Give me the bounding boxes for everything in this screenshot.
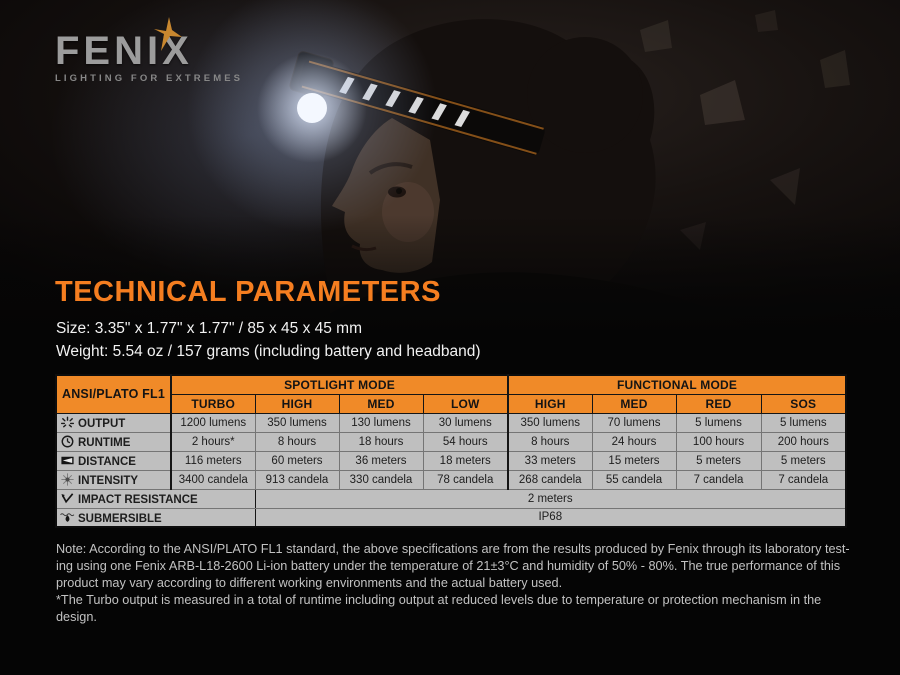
weight-line: Weight: 5.54 oz / 157 grams (including b… bbox=[56, 343, 481, 360]
brand-tagline: LIGHTING FOR EXTREMES bbox=[55, 73, 244, 84]
cell: 70 lumens bbox=[591, 412, 677, 433]
cell: 5 lumens bbox=[675, 412, 762, 433]
group-header-functional: FUNCTIONAL MODE bbox=[506, 374, 847, 395]
brand-star-icon bbox=[154, 17, 182, 51]
cell: 330 candela bbox=[338, 469, 424, 490]
row-label-intensity: INTENSITY bbox=[55, 469, 172, 490]
table-corner-label: ANSI/PLATO FL1 bbox=[55, 374, 172, 414]
note-line: Note: According to the ANSI/PLATO FL1 st… bbox=[56, 542, 850, 556]
cell: 18 meters bbox=[422, 450, 509, 471]
col-header-low: LOW bbox=[422, 393, 509, 414]
table-row-output: OUTPUT 1200 lumens 350 lumens 130 lumens… bbox=[55, 412, 847, 433]
impact-icon bbox=[61, 493, 74, 504]
hero-bottom-fade bbox=[0, 215, 900, 335]
cell: 78 candela bbox=[422, 469, 509, 490]
col-header-turbo: TURBO bbox=[170, 393, 256, 414]
cell: 913 candela bbox=[254, 469, 340, 490]
cell: 5 lumens bbox=[760, 412, 847, 433]
table-row-intensity: INTENSITY 3400 candela 913 candela 330 c… bbox=[55, 469, 847, 490]
cell: 268 candela bbox=[507, 469, 593, 490]
col-header-med: MED bbox=[338, 393, 424, 414]
cell: 7 candela bbox=[675, 469, 762, 490]
cell: 24 hours bbox=[591, 431, 677, 452]
cell: 116 meters bbox=[170, 450, 256, 471]
size-line: Size: 3.35" x 1.77" x 1.77" / 85 x 45 x … bbox=[56, 320, 362, 337]
intensity-icon bbox=[61, 473, 74, 486]
cell: 7 candela bbox=[760, 469, 847, 490]
cell: 30 lumens bbox=[422, 412, 509, 433]
col-header-func-high: HIGH bbox=[507, 393, 593, 414]
cell: 5 meters bbox=[675, 450, 762, 471]
cell: 5 meters bbox=[760, 450, 847, 471]
cell: 55 candela bbox=[591, 469, 677, 490]
table-row-runtime: RUNTIME 2 hours* 8 hours 18 hours 54 hou… bbox=[55, 431, 847, 452]
output-icon bbox=[60, 416, 75, 428]
cell: 8 hours bbox=[507, 431, 593, 452]
note-line: design. bbox=[56, 609, 97, 624]
distance-icon bbox=[61, 456, 74, 465]
note-line: *The Turbo output is measured in a total… bbox=[56, 592, 822, 607]
cell: 8 hours bbox=[254, 431, 340, 452]
hero-photo bbox=[0, 0, 900, 335]
cell: 350 lumens bbox=[254, 412, 340, 433]
cell: 100 hours bbox=[675, 431, 762, 452]
spec-table: ANSI/PLATO FL1 SPOTLIGHT MODE FUNCTIONAL… bbox=[55, 374, 848, 528]
table-row-distance: DISTANCE 116 meters 60 meters 36 meters … bbox=[55, 450, 847, 471]
footnotes: Note: According to the ANSI/PLATO FL1 st… bbox=[56, 541, 856, 626]
row-label-submersible: SUBMERSIBLE bbox=[55, 507, 256, 528]
cell: 60 meters bbox=[254, 450, 340, 471]
cell: 1200 lumens bbox=[170, 412, 256, 433]
cell: 18 hours bbox=[338, 431, 424, 452]
col-header-func-med: MED bbox=[591, 393, 677, 414]
submersible-icon bbox=[60, 513, 75, 522]
cell: 3400 candela bbox=[170, 469, 256, 490]
cell: 200 hours bbox=[760, 431, 847, 452]
cell: 15 meters bbox=[591, 450, 677, 471]
row-label-runtime: RUNTIME bbox=[55, 431, 172, 452]
table-row-submersible: SUBMERSIBLE IP68 bbox=[55, 507, 847, 528]
page-title: TECHNICAL PARAMETERS bbox=[55, 276, 441, 308]
cell: 54 hours bbox=[422, 431, 509, 452]
brand-logo: FENIX LIGHTING FOR EXTREMES bbox=[55, 17, 275, 84]
dimensions-block: Size: 3.35" x 1.77" x 1.77" / 85 x 45 x … bbox=[56, 317, 481, 363]
submersible-value: IP68 bbox=[254, 507, 847, 528]
runtime-icon bbox=[61, 435, 74, 448]
note-line: ing using one Fenix ARB-L18-2600 Li-ion … bbox=[56, 558, 841, 573]
row-label-output: OUTPUT bbox=[55, 412, 172, 433]
note-line: product may vary according to different … bbox=[56, 575, 563, 590]
cell: 36 meters bbox=[338, 450, 424, 471]
cell: 130 lumens bbox=[338, 412, 424, 433]
col-header-sos: SOS bbox=[760, 393, 847, 414]
cell: 350 lumens bbox=[507, 412, 593, 433]
col-header-high: HIGH bbox=[254, 393, 340, 414]
col-header-red: RED bbox=[675, 393, 762, 414]
headlamp-glow bbox=[187, 0, 437, 233]
impact-resistance-value: 2 meters bbox=[254, 488, 847, 509]
group-header-spotlight: SPOTLIGHT MODE bbox=[170, 374, 509, 395]
cell: 33 meters bbox=[507, 450, 593, 471]
table-row-impact-resistance: IMPACT RESISTANCE 2 meters bbox=[55, 488, 847, 509]
cell: 2 hours* bbox=[170, 431, 256, 452]
row-label-distance: DISTANCE bbox=[55, 450, 172, 471]
row-label-impact-resistance: IMPACT RESISTANCE bbox=[55, 488, 256, 509]
